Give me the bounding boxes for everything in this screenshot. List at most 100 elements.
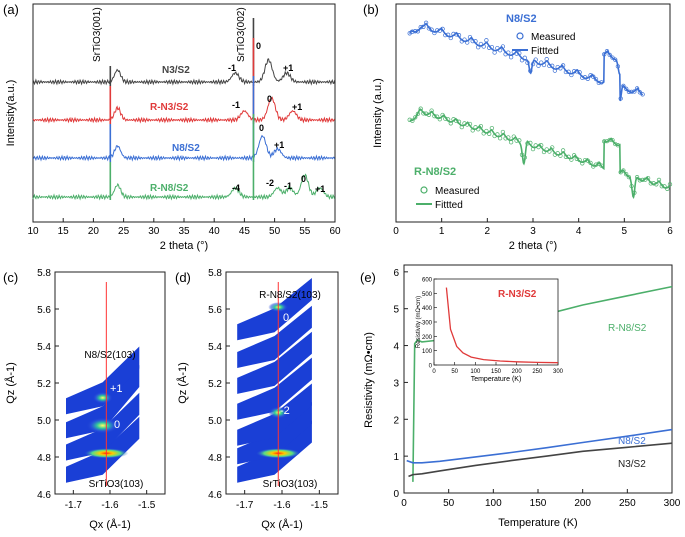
panel-a-xlabel: 2 theta (°) (160, 240, 208, 252)
e-ytick-label: 5 (393, 305, 399, 316)
b-fitted-curve-1 (409, 108, 671, 200)
panel-d-label: (d) (175, 270, 191, 285)
peak-rn3-m1: -1 (232, 100, 240, 110)
rsm-ytick-label: 5.6 (37, 305, 51, 316)
e-xtick-label: 150 (530, 498, 547, 509)
b-measured-point (604, 49, 610, 54)
panel-c-map (66, 282, 140, 486)
panel-d: (d) 4.6 4.8 5.0 5.2 5.4 5.6 5.8 -1.7 -1.6 -1.5 Qx… (175, 268, 339, 531)
inset-ytick-label: 0 (429, 364, 433, 370)
inset-xtick-label: 300 (553, 369, 564, 375)
e-xtick-label: 300 (664, 498, 681, 509)
rsm-spot-+1 (92, 391, 113, 404)
rsm-xtick-label: -1.6 (101, 500, 119, 511)
e-ytick-label: 3 (393, 378, 399, 389)
panel-c-ticks: 4.6 4.8 5.0 5.2 5.4 5.6 5.8 -1.7 -1.6 -1.5 (37, 268, 156, 511)
rsm-scan-strip (66, 416, 140, 483)
panel-e: (e) 0 1 2 3 4 5 6 0 50 100 150 200 250 300 Temperatur… (360, 264, 681, 529)
legend-measured-rn8: Measured (435, 186, 479, 197)
e-ytick-label: 4 (393, 342, 399, 353)
peak-n3-p1: +1 (283, 63, 293, 73)
rsm-ytick-label: 5.0 (37, 416, 51, 427)
peak-rn3-0: 0 (267, 94, 272, 104)
panel-a-curves (32, 18, 335, 201)
panel-c-label: (c) (3, 270, 18, 285)
panel-d-xlabel: Qx (Å-1) (261, 518, 303, 531)
inset-curve-rn3s2 (445, 287, 559, 364)
rsm-xtick-label: -1.7 (65, 500, 83, 511)
panel-e-label: (e) (360, 270, 376, 285)
inset-xtick-label: 200 (512, 369, 523, 375)
inset-xtick-label: 50 (451, 369, 458, 375)
b-xtick-label: 3 (530, 226, 536, 237)
rsm-spot-0 (86, 417, 119, 434)
a-curve-R-N8/S2 (32, 173, 335, 201)
b-measured-point (634, 86, 640, 91)
rsm-xtick-label: -1.7 (236, 500, 254, 511)
panel-e-inset: 0 100 200 300 400 500 600 0 50 100 150 200 250 300 Te… (416, 278, 564, 384)
b-xtick-label: 1 (439, 226, 445, 237)
inset-ytick-label: 100 (422, 349, 433, 355)
inset-frame (433, 278, 559, 366)
panel-e-ticks: 0 1 2 3 4 5 6 0 50 100 150 200 250 300 (393, 268, 680, 509)
panel-b-xticks: 0 1 2 3 4 5 6 (393, 218, 673, 237)
a-xtick-label: 40 (209, 226, 221, 237)
peak-n3-0: 0 (256, 41, 261, 51)
b-measured-point (621, 83, 626, 89)
curve-label-n3s2: N3/S2 (162, 65, 190, 76)
rsm-ytick-label: 5.8 (37, 268, 51, 279)
legend-measured-n8: Measured (531, 32, 575, 43)
inset-xtick-label: 100 (470, 369, 481, 375)
rsm-scan-strip (237, 305, 312, 368)
rsm-d-film: R-N8/S2(103) (259, 290, 321, 301)
rsm-scan-strip (237, 331, 312, 394)
peak-n3-m1: -1 (228, 63, 236, 73)
peak-rn8-p1: +1 (315, 184, 325, 194)
rsm-ytick-label: 5.4 (37, 342, 51, 353)
panel-c-ylabel: Qz (Å-1) (4, 362, 17, 404)
peak-rn8-0: 0 (301, 174, 306, 184)
b-measured-point (413, 115, 418, 120)
a-xtick-label: 60 (329, 226, 341, 237)
panel-e-ylabel: Resistivity (mΩ•cm) (363, 332, 375, 428)
peak-rn8-m4: -4 (232, 183, 240, 193)
rsm-xtick-label: -1.6 (273, 500, 291, 511)
panel-a-xticks: 10 15 20 25 30 35 40 45 50 55 60 (27, 218, 341, 237)
rsm-scan-strip (66, 365, 140, 439)
panel-b-curves (407, 20, 673, 200)
b-xtick-label: 6 (667, 226, 673, 237)
ref-label-sto001: SrTiO3(001) (92, 7, 103, 62)
panel-b: (b) 0 1 2 3 4 5 6 2 theta (°) Intensity (a.u.)… (363, 2, 673, 252)
curve-label-n8s2: N8/S2 (172, 143, 200, 154)
inset-xtick-label: 0 (432, 369, 436, 375)
curve-label-e-n8s2: N8/S2 (618, 436, 646, 447)
inset-xtick-label: 250 (532, 369, 543, 375)
rsm-c-0: 0 (114, 419, 120, 431)
rsm-ytick-label: 4.6 (208, 490, 222, 501)
rsm-ytick-label: 5.0 (208, 416, 222, 427)
e-ytick-label: 6 (393, 268, 399, 279)
a-xtick-label: 45 (239, 226, 251, 237)
b-measured-point (634, 175, 640, 180)
rsm-ytick-label: 5.4 (208, 342, 222, 353)
panel-c: (c) 4.6 4.8 5.0 5.2 5.4 5.6 5.8 -1.7 -1.6 -1.5 Qx… (3, 268, 166, 531)
rsm-ytick-label: 4.8 (37, 453, 51, 464)
e-ytick-label: 2 (393, 415, 399, 426)
curve-label-rn3s2: R-N3/S2 (150, 102, 189, 113)
panel-b-label: (b) (363, 2, 379, 17)
peak-n8-p1: +1 (274, 140, 284, 150)
legend-fitted-rn8: Fittted (435, 200, 463, 211)
b-measured-point (610, 137, 615, 143)
panel-d-ticks: 4.6 4.8 5.0 5.2 5.4 5.6 5.8 -1.7 -1.6 -1.5 (208, 268, 328, 511)
inset-ytick-label: 300 (422, 321, 433, 327)
peak-rn8-m1: -1 (284, 181, 292, 191)
inset-ylabel: Resistivity (mΩ•cm) (416, 296, 422, 348)
rsm-xtick-label: -1.5 (311, 500, 329, 511)
a-xtick-label: 25 (118, 226, 130, 237)
e-xtick-label: 100 (485, 498, 502, 509)
panel-a: (a) 10 15 20 25 30 35 40 45 50 55 60 2 theta (°) I… (3, 2, 341, 252)
peak-rn8-m2: -2 (266, 178, 274, 188)
xrr-title-rn8s2: R-N8/S2 (414, 166, 456, 178)
rsm-c-film: N8/S2(103) (84, 350, 135, 361)
